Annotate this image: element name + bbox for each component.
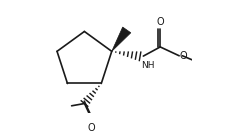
Text: O: O [87,123,95,133]
Text: NH: NH [141,61,154,70]
Text: O: O [156,17,164,27]
Text: O: O [180,51,188,61]
Polygon shape [112,27,131,51]
